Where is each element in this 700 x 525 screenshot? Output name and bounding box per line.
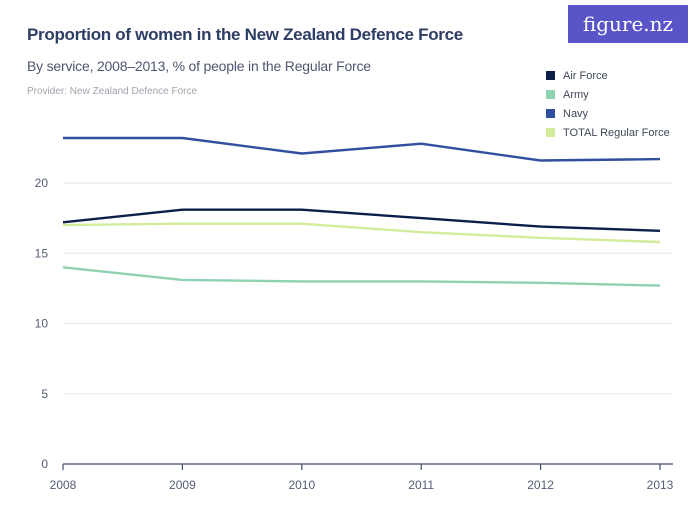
y-axis-label: 5 — [41, 387, 48, 401]
y-axis-label: 0 — [41, 457, 48, 471]
y-axis-label: 20 — [35, 176, 49, 190]
legend-item: Air Force — [546, 66, 670, 85]
y-axis-label: 10 — [35, 317, 49, 331]
figurenz-logo-text: figure.nz — [582, 12, 674, 36]
provider-note: Provider: New Zealand Defence Force — [27, 86, 198, 97]
legend: Air Force Army Navy TOTAL Regular Force — [546, 66, 670, 142]
legend-swatch — [546, 90, 555, 99]
legend-item: TOTAL Regular Force — [546, 123, 670, 142]
figurenz-logo: figure.nz — [568, 5, 688, 43]
x-axis-label: 2013 — [647, 478, 674, 492]
legend-item: Navy — [546, 104, 670, 123]
series-line-air-force — [62, 208, 661, 232]
x-axis-label: 2010 — [288, 478, 315, 492]
series-line-total-regular-force — [62, 222, 661, 244]
legend-swatch — [546, 71, 555, 80]
legend-label: TOTAL Regular Force — [563, 126, 670, 139]
chart-subtitle: By service, 2008–2013, % of people in th… — [27, 58, 371, 74]
legend-item: Army — [546, 85, 670, 104]
x-axis-label: 2008 — [50, 478, 77, 492]
legend-swatch — [546, 128, 555, 137]
series-line-army — [62, 266, 661, 287]
legend-label: Navy — [563, 107, 589, 120]
series-line-navy — [63, 136, 661, 162]
y-axis-label: 15 — [35, 246, 49, 260]
x-axis-label: 2009 — [169, 478, 196, 492]
legend-label: Air Force — [563, 69, 608, 82]
page-title: Proportion of women in the New Zealand D… — [27, 25, 463, 44]
legend-swatch — [546, 109, 555, 118]
x-axis-label: 2011 — [408, 478, 434, 492]
x-axis-label: 2012 — [527, 478, 554, 492]
legend-label: Army — [563, 88, 589, 101]
